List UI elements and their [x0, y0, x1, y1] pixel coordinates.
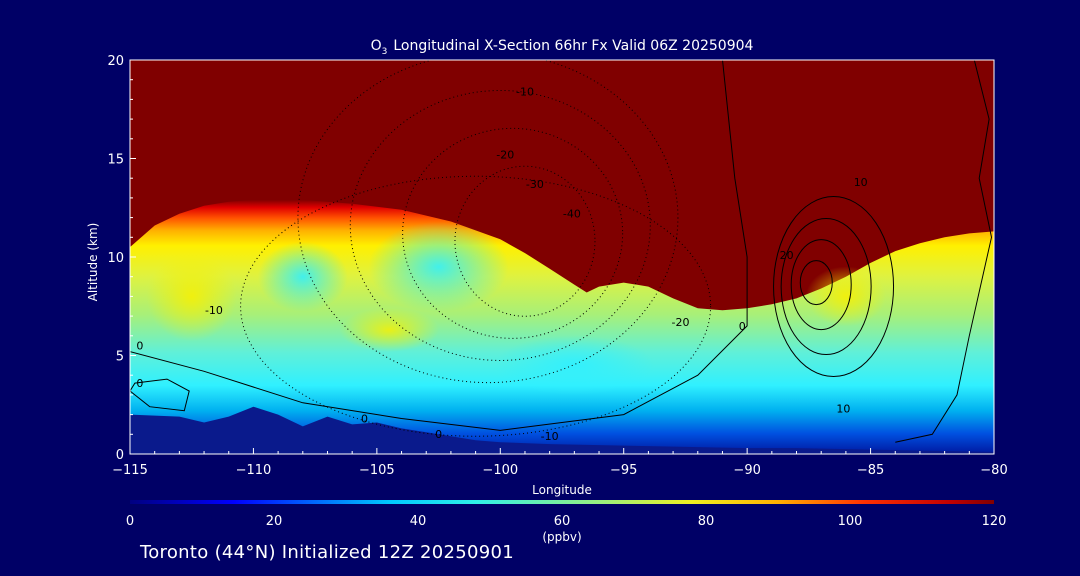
y-tick-label: 20 — [107, 54, 124, 69]
title-species: O — [371, 38, 382, 54]
contour-label: -10 — [516, 85, 534, 98]
title-text: Longitudinal X-Section 66hr Fx Valid 06Z… — [393, 38, 753, 54]
contour-neg-10 — [297, 60, 679, 384]
y-axis-label: Altitude (km) — [86, 223, 100, 302]
contour-pos-20 — [780, 218, 872, 356]
x-axis: −115 −110 −105 −100 −95 −90 −85 −80 — [112, 448, 1008, 478]
contour-label: -30 — [526, 178, 544, 191]
colorbar-tick-label: 20 — [266, 514, 283, 529]
surface-terrain — [130, 406, 994, 454]
contour-west-pocket — [130, 378, 190, 412]
contour-label: -20 — [496, 149, 514, 162]
contour-label: -20 — [672, 316, 690, 329]
y-axis: 0 5 10 15 20 — [107, 54, 136, 463]
colorbar — [130, 500, 994, 504]
plot-area: -10 -20 -30 -40 -10 -20 -10 0 0 0 0 0 10 20 10 — [130, 60, 994, 454]
x-tick-label: −100 — [482, 463, 518, 478]
colorbar-tick-label: 100 — [838, 514, 863, 529]
x-tick-label: −105 — [359, 463, 395, 478]
contour-neg-40 — [454, 165, 596, 317]
x-axis-label: Longitude — [532, 483, 592, 497]
contour-labels: -10 -20 -30 -40 -10 -20 -10 0 0 0 0 0 10 20 10 — [136, 85, 867, 443]
blob-yellow-mid — [339, 307, 440, 352]
chart-title: O3 Longitudinal X-Section 66hr Fx Valid 0… — [371, 38, 754, 57]
colorbar-tick-label: 40 — [410, 514, 427, 529]
x-tick-label: −80 — [980, 463, 1007, 478]
x-tick-label: −110 — [236, 463, 272, 478]
contour-pos-40 — [799, 260, 833, 306]
contour-label: 0 — [739, 320, 746, 333]
contour-neg-30 — [402, 127, 624, 339]
y-tick-label: 15 — [107, 153, 124, 168]
blob-cyan-low — [494, 335, 655, 396]
contour-east-outer — [895, 60, 993, 443]
contour-label: 0 — [361, 412, 368, 425]
contour-label: 10 — [836, 403, 850, 416]
contour-pos-30 — [790, 239, 852, 331]
blob-yellow-west — [146, 251, 237, 342]
x-tick-label: −95 — [610, 463, 637, 478]
blob-cyan-west — [257, 241, 348, 312]
y-tick-label: 0 — [116, 448, 124, 463]
colorbar-tick-label: 80 — [698, 514, 715, 529]
y-tick-label: 10 — [107, 251, 124, 266]
contour-pos-10 — [773, 196, 895, 378]
ozone-minimum-regions — [146, 221, 886, 396]
troposphere-field — [130, 199, 994, 454]
colorbar-tick-label: 120 — [982, 514, 1007, 529]
contour-label: 10 — [854, 176, 868, 189]
contour-zero — [130, 60, 748, 431]
location-init-text: Toronto (44°N) Initialized 12Z 20250901 — [140, 542, 515, 563]
colorbar-ticks: 0 20 40 60 80 100 120 — [126, 514, 1007, 529]
blob-cyan-core — [368, 221, 509, 312]
ozone-change-contours — [130, 60, 993, 443]
title-subscript: 3 — [382, 47, 388, 57]
blob-yellow-east — [805, 266, 886, 327]
contour-label: 0 — [136, 377, 143, 390]
x-tick-label: −90 — [733, 463, 760, 478]
contour-label: 0 — [136, 340, 143, 353]
x-tick-label: −85 — [857, 463, 884, 478]
contour-label: -10 — [205, 304, 223, 317]
contour-label: -40 — [563, 208, 581, 221]
x-tick-label: −115 — [112, 463, 148, 478]
colorbar-tick-label: 60 — [554, 514, 571, 529]
contour-label: 0 — [435, 428, 442, 441]
contour-label: 20 — [780, 249, 794, 262]
y-tick-label: 5 — [116, 350, 124, 365]
contour-label: -10 — [541, 430, 559, 443]
colorbar-tick-label: 0 — [126, 514, 134, 529]
contour-neg-20 — [349, 89, 651, 361]
contour-neg-outer — [240, 175, 712, 437]
colorbar-units: (ppbv) — [542, 530, 581, 544]
